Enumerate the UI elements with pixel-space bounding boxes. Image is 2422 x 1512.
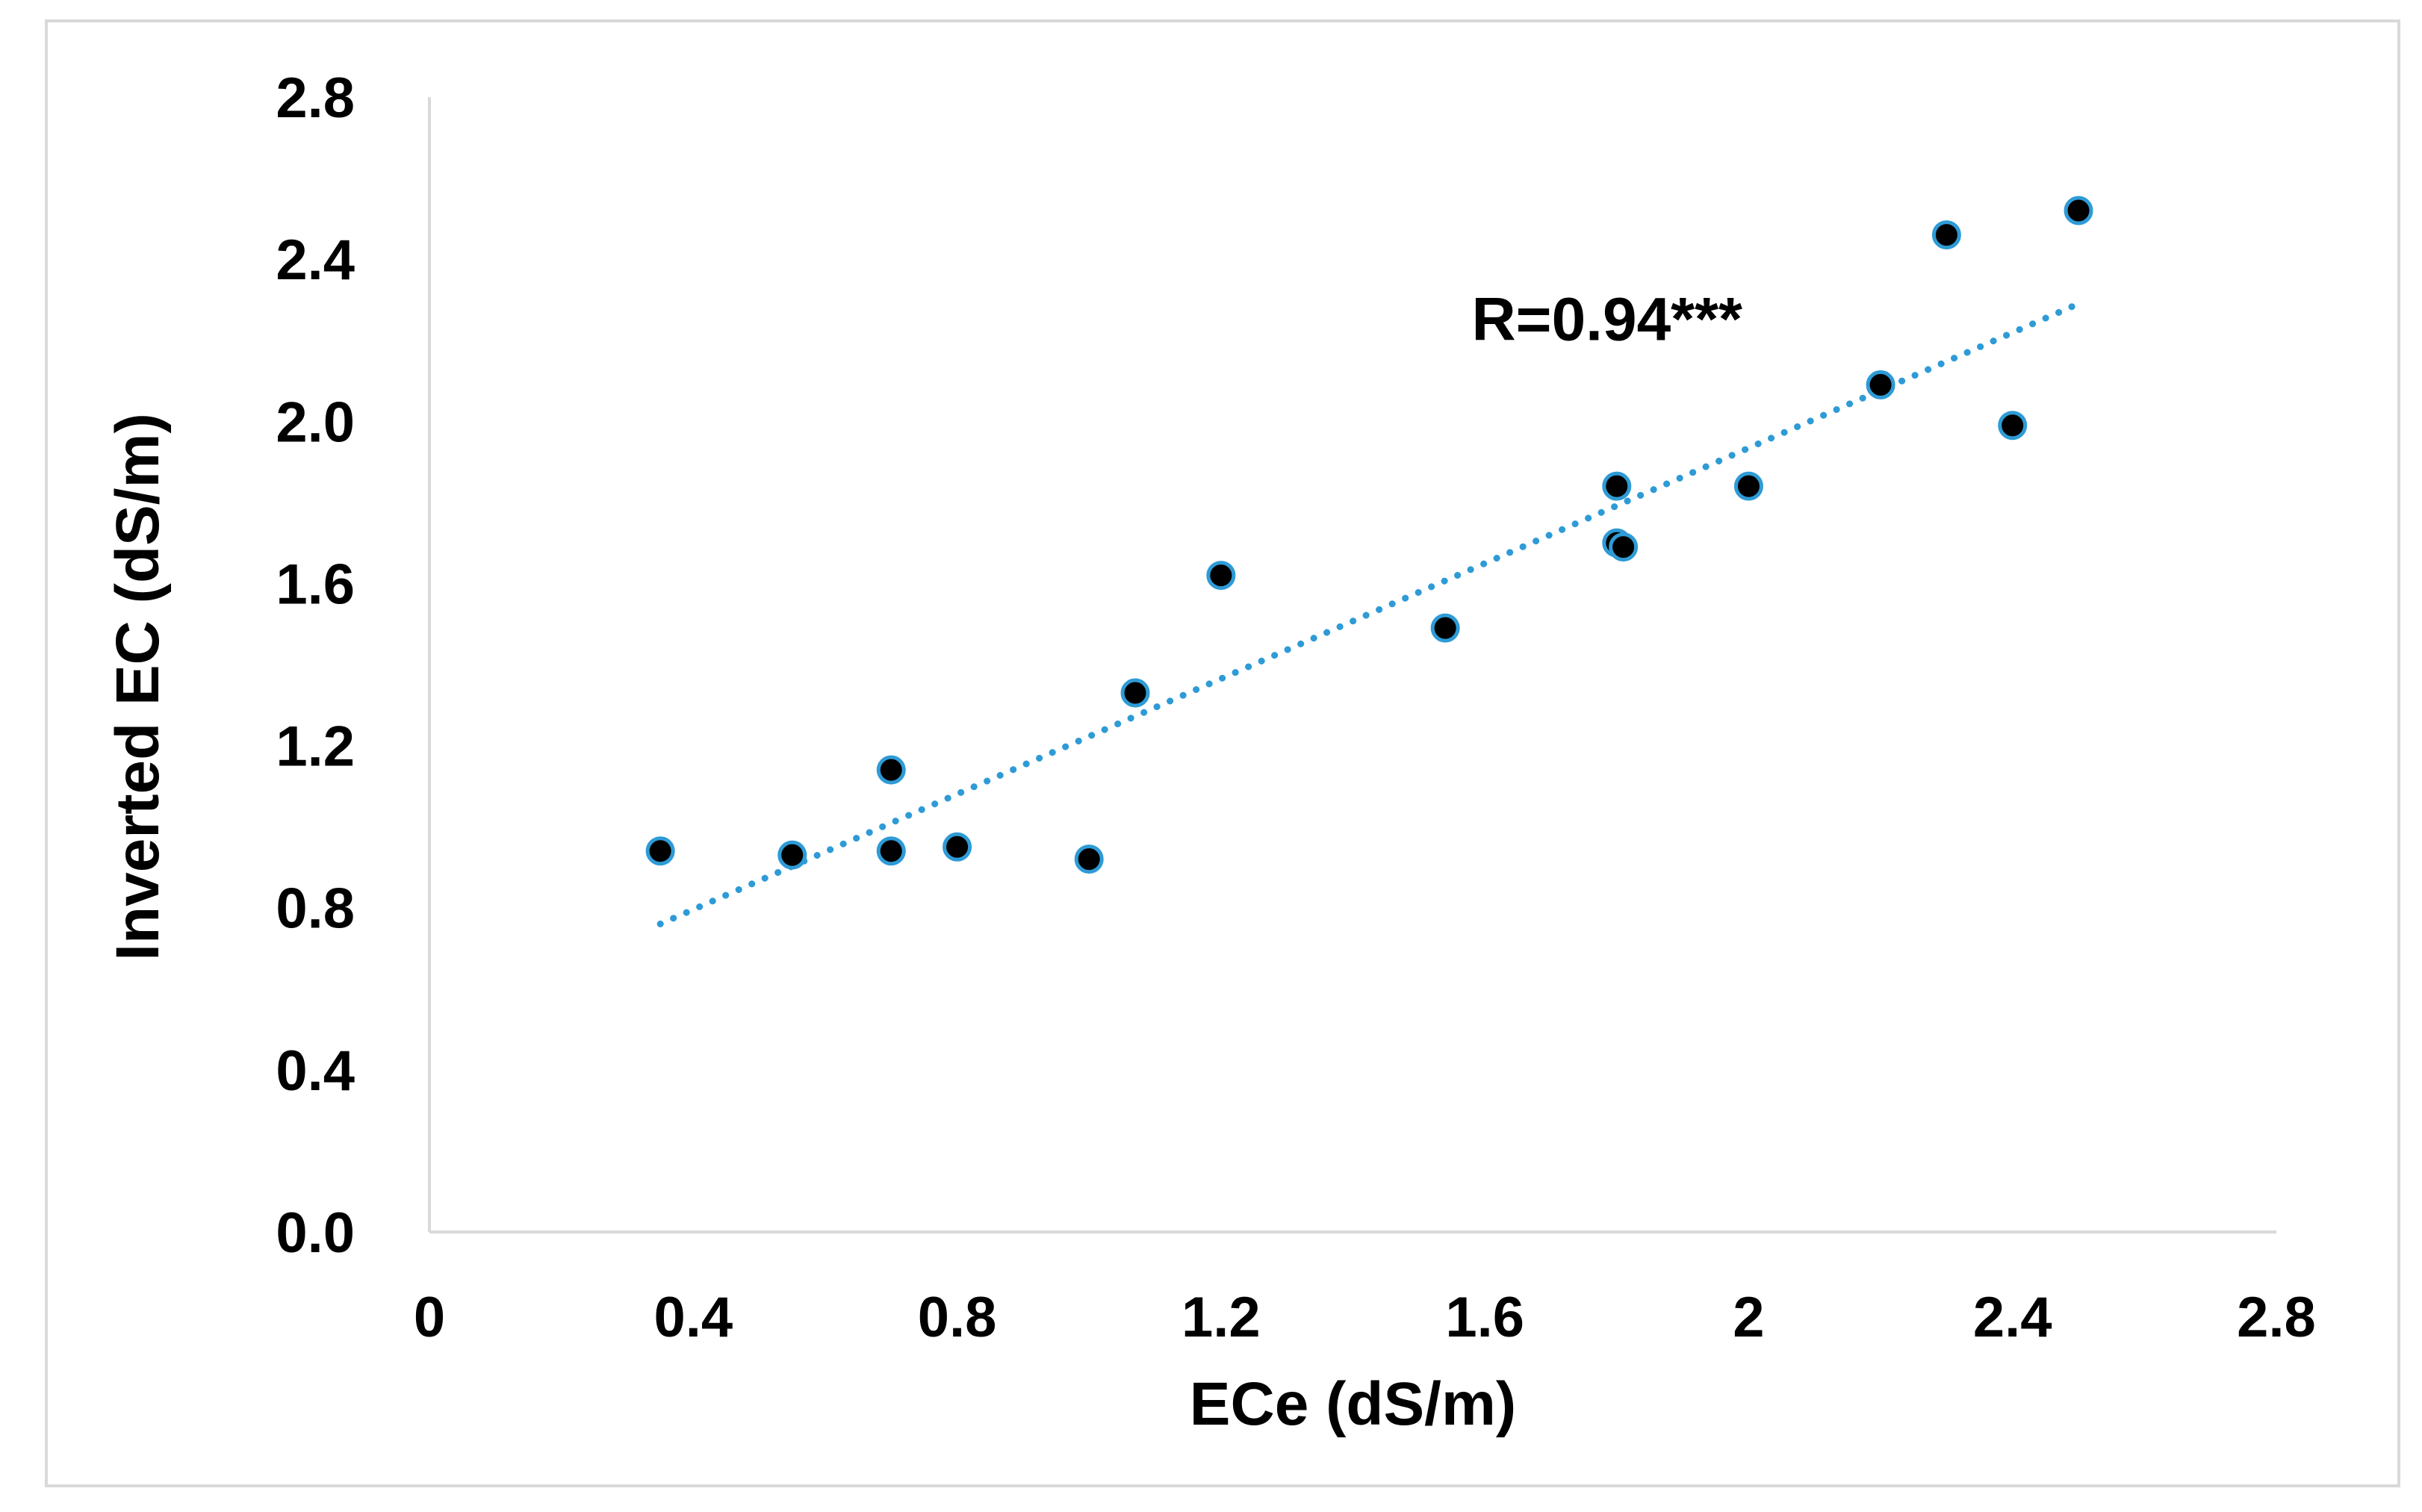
x-tick-label: 1.6 (1445, 1286, 1524, 1349)
x-axis-title: ECe (dS/m) (1190, 1370, 1516, 1438)
y-tick-label: 1.2 (276, 715, 355, 779)
x-tick-label: 0 (414, 1286, 445, 1349)
x-tick-label: 2 (1733, 1286, 1764, 1349)
data-point (1074, 844, 1104, 874)
x-tick-label: 2.4 (1973, 1286, 2052, 1349)
y-tick-label: 2.4 (276, 228, 355, 292)
x-tick-label: 0.4 (653, 1286, 733, 1349)
data-point (1602, 471, 1632, 501)
data-points (645, 196, 2093, 874)
y-axis-title: Inverted EC (dS/m) (104, 413, 172, 961)
data-point (1609, 532, 1639, 562)
data-point (777, 840, 807, 870)
y-tick-label: 0.0 (276, 1201, 355, 1265)
data-point (1430, 613, 1460, 643)
data-point (943, 832, 972, 862)
correlation-annotation: R=0.94*** (1471, 286, 1742, 354)
data-point (2064, 196, 2093, 225)
trendline-layer (656, 300, 2082, 927)
data-point (876, 836, 906, 866)
chart-text: 0 0.4 0.8 1.2 1.6 2 2.4 2.8 0.0 0.4 0.8 1.2 1.6 2.0 2.… (104, 66, 2316, 1438)
data-point (1866, 370, 1895, 399)
data-point (1733, 471, 1763, 501)
data-point (1931, 220, 1961, 250)
x-tick-label: 1.2 (1181, 1286, 1261, 1349)
data-point (645, 836, 675, 866)
x-tick-label: 0.8 (918, 1286, 997, 1349)
y-tick-label: 2.0 (276, 391, 355, 454)
y-tick-label: 1.6 (276, 553, 355, 616)
data-point (1998, 411, 2028, 441)
axes (428, 97, 2276, 1233)
y-tick-label: 2.8 (276, 66, 355, 130)
y-tick-label: 0.4 (276, 1039, 355, 1103)
x-tick-label: 2.8 (2237, 1286, 2316, 1349)
data-point (1206, 561, 1236, 591)
trendline (656, 300, 2082, 927)
y-tick-label: 0.8 (276, 877, 355, 941)
data-point (876, 755, 906, 785)
data-point (1120, 678, 1150, 708)
chart-border (45, 19, 2400, 1487)
